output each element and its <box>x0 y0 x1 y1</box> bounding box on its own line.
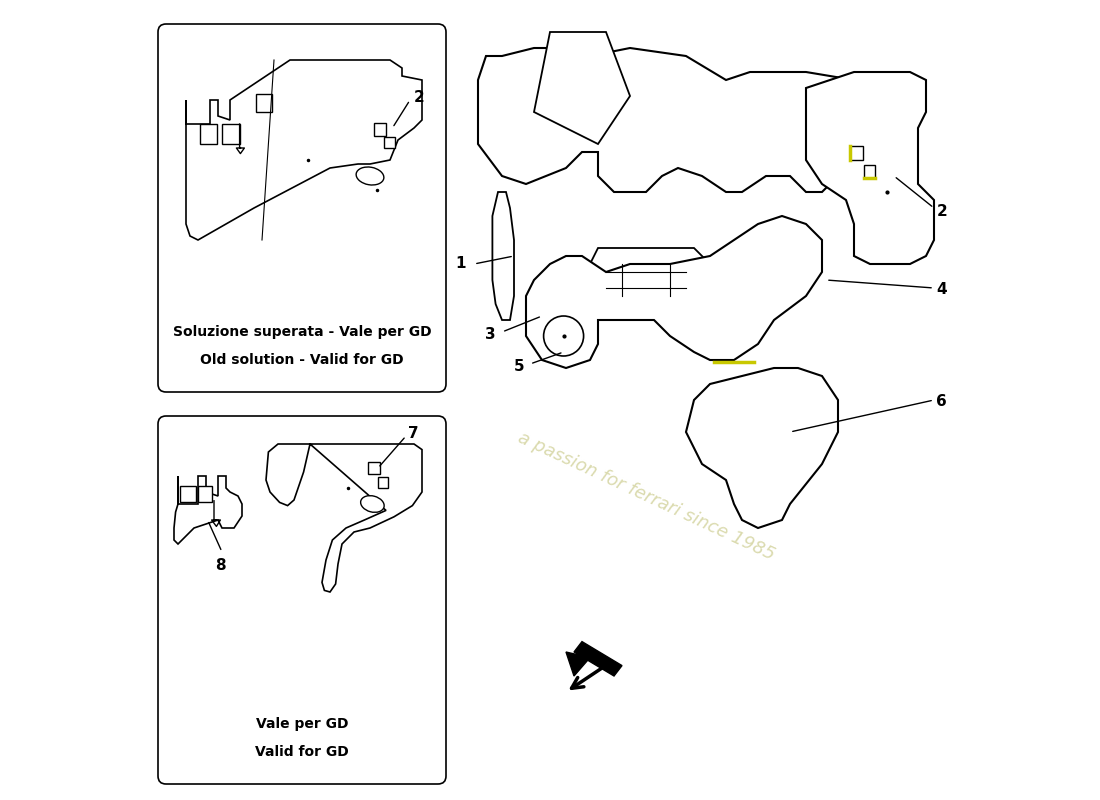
Text: Valid for GD: Valid for GD <box>255 745 349 759</box>
Circle shape <box>543 316 584 356</box>
Text: 2: 2 <box>414 90 425 105</box>
Text: 3: 3 <box>485 327 496 342</box>
Ellipse shape <box>356 167 384 185</box>
FancyBboxPatch shape <box>864 165 874 178</box>
FancyBboxPatch shape <box>199 124 217 144</box>
PathPatch shape <box>806 72 934 264</box>
Text: 2: 2 <box>936 205 947 219</box>
Polygon shape <box>574 642 622 676</box>
FancyBboxPatch shape <box>367 462 380 474</box>
PathPatch shape <box>266 444 422 592</box>
PathPatch shape <box>526 216 822 368</box>
PathPatch shape <box>534 32 630 144</box>
FancyBboxPatch shape <box>222 124 240 144</box>
PathPatch shape <box>590 248 710 312</box>
Text: 4: 4 <box>936 282 947 297</box>
Ellipse shape <box>361 496 384 512</box>
FancyBboxPatch shape <box>255 94 272 112</box>
FancyBboxPatch shape <box>198 486 211 502</box>
FancyBboxPatch shape <box>180 486 196 502</box>
PathPatch shape <box>493 192 514 320</box>
Text: 6: 6 <box>936 394 947 409</box>
PathPatch shape <box>186 60 422 240</box>
FancyBboxPatch shape <box>374 123 386 136</box>
Text: 7: 7 <box>408 426 418 441</box>
PathPatch shape <box>686 368 838 528</box>
Text: 1: 1 <box>455 257 466 271</box>
Text: Soluzione superata - Vale per GD: Soluzione superata - Vale per GD <box>173 325 431 339</box>
Text: a passion for ferrari since 1985: a passion for ferrari since 1985 <box>515 428 778 564</box>
Polygon shape <box>566 652 590 676</box>
FancyBboxPatch shape <box>850 146 862 160</box>
FancyBboxPatch shape <box>384 137 395 148</box>
Text: Vale per GD: Vale per GD <box>255 717 349 731</box>
Text: Old solution - Valid for GD: Old solution - Valid for GD <box>200 353 404 367</box>
PathPatch shape <box>174 476 242 544</box>
Text: 5: 5 <box>514 359 525 374</box>
FancyBboxPatch shape <box>378 477 388 488</box>
Text: 8: 8 <box>216 558 225 573</box>
PathPatch shape <box>478 48 870 192</box>
